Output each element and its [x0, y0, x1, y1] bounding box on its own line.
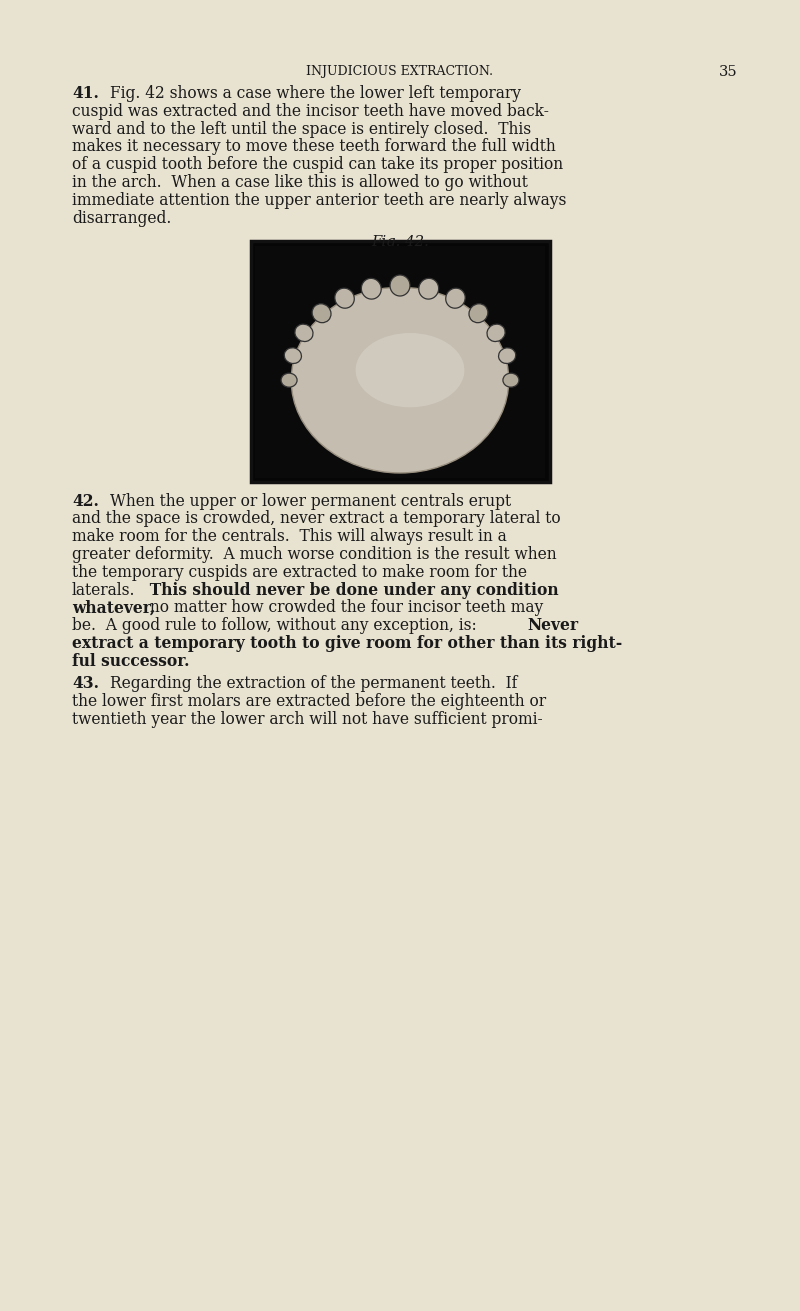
Ellipse shape [295, 324, 313, 342]
Ellipse shape [487, 324, 505, 342]
Text: whatever,: whatever, [72, 599, 155, 616]
Text: 42.: 42. [72, 493, 99, 510]
Text: 35: 35 [719, 66, 738, 79]
Text: Never: Never [527, 617, 578, 635]
Ellipse shape [446, 288, 466, 308]
Ellipse shape [498, 347, 516, 363]
Text: INJUDICIOUS EXTRACTION.: INJUDICIOUS EXTRACTION. [306, 66, 494, 77]
Bar [255, 245, 545, 477]
Ellipse shape [418, 278, 438, 299]
Text: This should never be done under any condition: This should never be done under any cond… [139, 582, 558, 599]
Text: Regarding the extraction of the permanent teeth.  If: Regarding the extraction of the permanen… [110, 675, 518, 692]
Text: twentieth year the lower arch will not have sufficient promi-: twentieth year the lower arch will not h… [72, 711, 542, 728]
Ellipse shape [312, 304, 331, 323]
Text: of a cuspid tooth before the cuspid can take its proper position: of a cuspid tooth before the cuspid can … [72, 156, 563, 173]
Text: makes it necessary to move these teeth forward the full width: makes it necessary to move these teeth f… [72, 139, 556, 156]
Ellipse shape [469, 304, 488, 323]
Text: 41.: 41. [72, 85, 99, 102]
Text: laterals.: laterals. [72, 582, 135, 599]
Text: extract a temporary tooth to give room for other than its right-: extract a temporary tooth to give room f… [72, 635, 622, 652]
Ellipse shape [356, 333, 464, 408]
Text: immediate attention the upper anterior teeth are nearly always: immediate attention the upper anterior t… [72, 191, 566, 208]
Text: When the upper or lower permanent centrals erupt: When the upper or lower permanent centra… [110, 493, 511, 510]
Ellipse shape [390, 275, 410, 296]
Text: Fig. 42 shows a case where the lower left temporary: Fig. 42 shows a case where the lower lef… [110, 85, 521, 102]
Ellipse shape [284, 347, 302, 363]
Bar [250, 241, 550, 482]
Text: 43.: 43. [72, 675, 99, 692]
Text: in the arch.  When a case like this is allowed to go without: in the arch. When a case like this is al… [72, 174, 528, 191]
Text: disarranged.: disarranged. [72, 210, 171, 227]
Text: greater deformity.  A much worse condition is the result when: greater deformity. A much worse conditio… [72, 545, 557, 562]
Text: ful successor.: ful successor. [72, 653, 190, 670]
Text: be.  A good rule to follow, without any exception, is:: be. A good rule to follow, without any e… [72, 617, 486, 635]
Text: and the space is crowded, never extract a temporary lateral to: and the space is crowded, never extract … [72, 510, 561, 527]
Text: ward and to the left until the space is entirely closed.  This: ward and to the left until the space is … [72, 121, 531, 138]
Ellipse shape [503, 374, 519, 387]
Ellipse shape [334, 288, 354, 308]
Text: cuspid was extracted and the incisor teeth have moved back-: cuspid was extracted and the incisor tee… [72, 102, 549, 119]
Text: Fig. 42.: Fig. 42. [371, 235, 429, 249]
Ellipse shape [291, 287, 509, 473]
Text: the lower first molars are extracted before the eighteenth or: the lower first molars are extracted bef… [72, 694, 546, 709]
Ellipse shape [281, 374, 297, 387]
Text: make room for the centrals.  This will always result in a: make room for the centrals. This will al… [72, 528, 506, 545]
Text: no matter how crowded the four incisor teeth may: no matter how crowded the four incisor t… [145, 599, 543, 616]
Ellipse shape [362, 278, 382, 299]
Text: the temporary cuspids are extracted to make room for the: the temporary cuspids are extracted to m… [72, 564, 527, 581]
